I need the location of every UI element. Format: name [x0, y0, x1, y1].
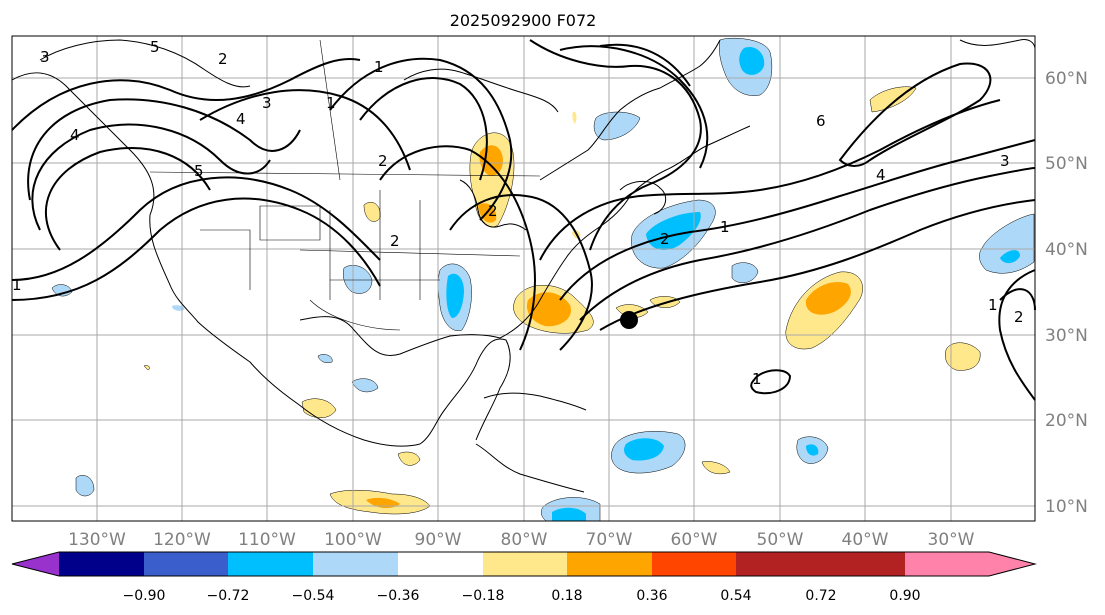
lon-label: 50°W: [757, 530, 804, 550]
colorbar-tick-label: 0.54: [720, 588, 751, 604]
lat-label: 10°N: [1045, 497, 1088, 517]
colorbar-tick-label: −0.90: [123, 588, 166, 604]
contour-label: 3: [1000, 152, 1010, 170]
contour-label: 4: [876, 166, 886, 184]
lon-label: 60°W: [671, 530, 718, 550]
contour-label: 1: [374, 58, 384, 76]
colorbar-segment: [398, 552, 483, 576]
contour-label: 1: [988, 296, 998, 314]
lon-label: 30°W: [928, 530, 975, 550]
contour-labels: 3 5 4 3 2 4 1 1 2 5 2 2 1 2 1 6 4 3 1 2 …: [12, 38, 1024, 388]
positive-anomaly-shading: [143, 86, 981, 515]
contour-label: 5: [194, 162, 204, 180]
contour-label: 2: [488, 202, 498, 220]
colorbar-segment: [567, 552, 652, 576]
colorbar-tick-label: −0.36: [377, 588, 420, 604]
map-panel: 3 5 4 3 2 4 1 1 2 5 2 2 1 2 1 6 4 3 1 2 …: [11, 35, 1036, 522]
contour-label: 4: [70, 126, 80, 144]
colorbar: −0.90 −0.72 −0.54 −0.36 −0.18 0.18 0.36 …: [11, 551, 1037, 604]
colorbar-tick-label: −0.54: [292, 588, 335, 604]
contour-label: 2: [390, 232, 400, 250]
colorbar-tick-label: 0.36: [636, 588, 667, 604]
lat-label: 30°N: [1045, 326, 1088, 346]
longitude-labels: 130°W 120°W 110°W 100°W 90°W 80°W 70°W 6…: [68, 530, 975, 550]
colorbar-tick-label: −0.72: [207, 588, 250, 604]
contour-label: 2: [378, 152, 388, 170]
contour-label: 1: [326, 94, 336, 112]
contours: [11, 39, 1036, 401]
colorbar-extend-low: [12, 552, 59, 576]
contour-label: 2: [218, 50, 228, 68]
colorbar-tick-label: 0.72: [805, 588, 836, 604]
contour-label: 5: [150, 38, 160, 56]
colorbar-segment: [144, 552, 228, 576]
lat-label: 20°N: [1045, 411, 1088, 431]
lat-label: 40°N: [1045, 240, 1088, 260]
contour-label: 4: [236, 110, 246, 128]
map-frame: [11, 35, 1036, 522]
colorbar-tick-label: −0.18: [462, 588, 505, 604]
lon-label: 130°W: [68, 530, 126, 550]
colorbar-tick-label: 0.90: [889, 588, 920, 604]
lon-label: 70°W: [586, 530, 633, 550]
lon-label: 110°W: [238, 530, 296, 550]
lon-label: 80°W: [501, 530, 548, 550]
lon-label: 100°W: [324, 530, 382, 550]
lon-label: 40°W: [842, 530, 889, 550]
colorbar-segment: [905, 552, 989, 576]
contour-label: 3: [262, 94, 272, 112]
lat-label: 50°N: [1045, 154, 1088, 174]
contour-label: 6: [816, 112, 826, 130]
colorbar-segment: [59, 552, 144, 576]
colorbar-tick-label: 0.18: [551, 588, 582, 604]
latitude-labels: 60°N 50°N 40°N 30°N 20°N 10°N: [1045, 69, 1088, 517]
contour-label: 1: [12, 276, 22, 294]
colorbar-segment: [228, 552, 313, 576]
colorbar-segment: [821, 552, 905, 576]
lon-label: 90°W: [415, 530, 462, 550]
figure-title: 2025092900 F072: [450, 11, 597, 30]
colorbar-segment: [483, 552, 567, 576]
colorbar-segment: [652, 552, 736, 576]
contour-label: 3: [40, 48, 50, 66]
storm-position-marker: [620, 311, 638, 329]
lon-label: 120°W: [153, 530, 211, 550]
colorbar-segment: [313, 552, 398, 576]
colorbar-extend-high: [989, 552, 1035, 576]
colorbar-outline: [11, 551, 1037, 577]
contour-label: 2: [660, 230, 670, 248]
negative-anomaly-shading: [51, 37, 1035, 522]
contour-label: 1: [720, 218, 730, 236]
contour-label: 1: [752, 370, 762, 388]
contour-label: 2: [1014, 308, 1024, 326]
coastlines: [11, 39, 1036, 493]
colorbar-segment: [736, 552, 821, 576]
lat-label: 60°N: [1045, 69, 1088, 89]
